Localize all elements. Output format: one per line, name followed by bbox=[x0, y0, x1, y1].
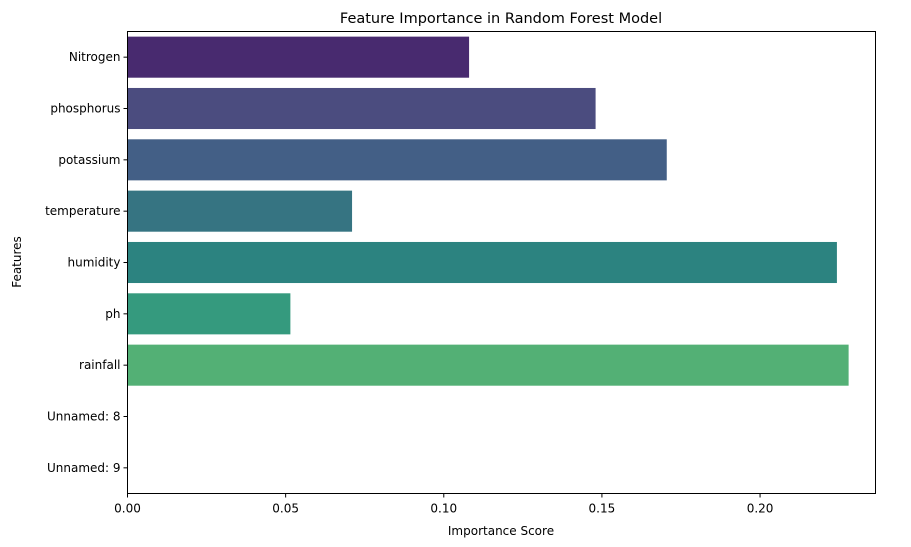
x-tick-label: 0.10 bbox=[430, 502, 457, 516]
y-tick-label: humidity bbox=[68, 256, 121, 270]
bar-potassium bbox=[127, 139, 667, 181]
y-tick-label: Nitrogen bbox=[69, 50, 121, 64]
y-tick-label: ph bbox=[105, 307, 120, 321]
x-tick-label: 0.20 bbox=[747, 502, 774, 516]
y-tick-label: potassium bbox=[58, 153, 120, 167]
x-tick-label: 0.15 bbox=[589, 502, 616, 516]
bar-ph bbox=[127, 293, 291, 335]
y-tick-label: Unnamed: 8 bbox=[47, 410, 121, 424]
x-axis-label: Importance Score bbox=[448, 524, 554, 538]
bar-nitrogen bbox=[127, 36, 470, 78]
y-tick-label: Unnamed: 9 bbox=[47, 461, 121, 475]
x-tick-label: 0.00 bbox=[114, 502, 141, 516]
y-tick-label: phosphorus bbox=[50, 102, 120, 116]
bar-humidity bbox=[127, 241, 837, 284]
ticks-layer: Nitrogen phosphorus potassium temperature hu… bbox=[45, 50, 773, 515]
y-tick-label: rainfall bbox=[79, 358, 120, 372]
bar-phosphorus bbox=[127, 87, 596, 130]
y-axis-label: Features bbox=[10, 236, 24, 288]
bar-rainfall bbox=[127, 344, 849, 386]
bars-layer bbox=[127, 36, 849, 386]
x-tick-label: 0.05 bbox=[272, 502, 299, 516]
bar-temperature bbox=[127, 190, 353, 232]
chart-title: Feature Importance in Random Forest Mode… bbox=[340, 11, 662, 27]
y-tick-label: temperature bbox=[45, 204, 120, 218]
